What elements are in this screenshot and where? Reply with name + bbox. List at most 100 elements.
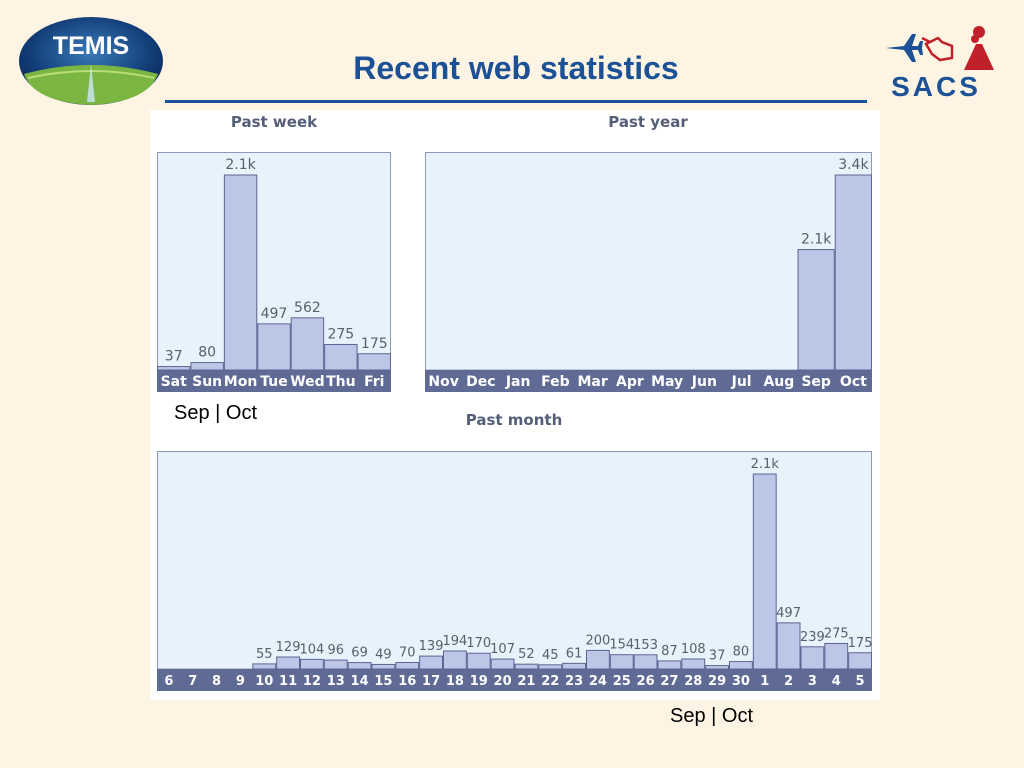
month-bar <box>609 654 634 670</box>
month-category-label: 30 <box>732 674 750 689</box>
week-bar <box>190 362 224 371</box>
month-value-label: 497 <box>776 606 801 621</box>
month-bar <box>633 654 658 670</box>
week-category-label: Thu <box>326 374 355 390</box>
month-category-label: 15 <box>374 674 392 689</box>
week-value-label: 37 <box>165 349 183 365</box>
week-bar <box>357 353 391 371</box>
week-category-label: Mon <box>224 374 258 390</box>
month-value-label: 107 <box>490 642 515 657</box>
month-bar <box>776 622 801 670</box>
month-category-label: 27 <box>660 674 678 689</box>
year-category-label: Jun <box>691 374 717 390</box>
volcano-icon <box>964 26 994 70</box>
year-bar <box>797 249 835 371</box>
week-value-label: 175 <box>361 336 388 352</box>
month-category-label: 12 <box>303 674 321 689</box>
week-value-label: 275 <box>327 326 354 342</box>
week-chart: 37 Sat 80 Sun 2.1k Mon 497 Tue 562 Wed 275 Thu 175 Fr… <box>157 152 391 392</box>
month-bar <box>443 650 467 670</box>
month-value-label: 37 <box>709 649 726 664</box>
month-category-label: 20 <box>494 674 512 689</box>
page-title: Recent web statistics <box>353 50 679 86</box>
month-category-label: 14 <box>351 674 369 689</box>
year-chart-title: Past year <box>608 113 688 131</box>
year-bar <box>834 174 872 371</box>
sacs-logo: SACS <box>886 26 994 100</box>
month-category-label: 26 <box>637 674 655 689</box>
month-bar <box>729 661 753 670</box>
temis-logo-text: TEMIS <box>53 32 129 60</box>
month-category-label: 16 <box>398 674 416 689</box>
year-category-label: Feb <box>541 374 570 390</box>
month-category-label: 18 <box>446 674 464 689</box>
week-bar <box>257 323 291 371</box>
month-chart: 6 7 8 9551012911104129613691449157016139171… <box>157 451 872 691</box>
year-category-label: Nov <box>428 374 458 390</box>
year-value-label: 3.4k <box>838 157 869 173</box>
month-bar <box>419 655 443 670</box>
title-divider <box>165 100 867 103</box>
month-value-label: 239 <box>800 630 825 645</box>
month-bar <box>657 660 682 670</box>
week-bar <box>324 343 358 371</box>
airplane-icon <box>886 34 923 62</box>
week-value-label: 80 <box>198 345 216 361</box>
week-period-note: Sep | Oct <box>174 402 258 424</box>
temis-logo: TEMIS <box>19 17 163 105</box>
week-category-label: Sat <box>161 374 188 390</box>
year-plot-area <box>425 152 872 371</box>
month-bar <box>466 652 491 670</box>
month-category-label: 2 <box>784 674 793 689</box>
week-value-label: 562 <box>294 300 321 316</box>
month-bar <box>300 658 324 670</box>
month-bar <box>347 662 372 670</box>
week-category-label: Tue <box>260 374 287 390</box>
month-category-label: 21 <box>517 674 535 689</box>
month-value-label: 108 <box>681 642 706 657</box>
year-category-label: May <box>651 374 683 390</box>
month-category-label: 29 <box>708 674 726 689</box>
month-value-label: 153 <box>633 638 658 653</box>
week-value-label: 497 <box>261 306 288 322</box>
year-category-label: Mar <box>577 374 607 390</box>
month-bar <box>514 663 539 670</box>
month-value-label: 70 <box>399 646 416 661</box>
week-bar <box>223 174 258 371</box>
year-category-label: Oct <box>840 374 867 390</box>
month-category-label: 7 <box>188 674 197 689</box>
year-label-band <box>425 370 872 392</box>
month-bar <box>538 664 563 670</box>
month-bar <box>586 649 610 670</box>
month-bar <box>800 646 825 670</box>
month-category-label: 23 <box>565 674 583 689</box>
month-category-label: 1 <box>760 674 769 689</box>
month-value-label: 52 <box>518 647 535 662</box>
year-category-label: Jul <box>731 374 752 390</box>
month-value-label: 139 <box>419 639 444 654</box>
week-bar <box>290 317 325 371</box>
month-label-band <box>157 669 872 691</box>
month-category-label: 11 <box>279 674 297 689</box>
month-value-label: 194 <box>443 634 468 649</box>
year-category-label: Apr <box>616 374 644 390</box>
month-value-label: 170 <box>466 636 491 651</box>
month-value-label: 45 <box>542 648 559 663</box>
month-bar <box>252 663 277 670</box>
month-category-label: 17 <box>422 674 440 689</box>
month-category-label: 28 <box>684 674 702 689</box>
week-chart-title: Past week <box>230 113 318 131</box>
week-category-label: Sun <box>192 374 222 390</box>
month-bar <box>371 663 396 670</box>
month-period-note: Sep | Oct <box>670 705 754 727</box>
month-category-label: 9 <box>236 674 245 689</box>
week-value-label: 2.1k <box>225 157 256 173</box>
month-chart-title: Past month <box>465 411 563 429</box>
month-bar <box>705 665 730 670</box>
month-value-label: 55 <box>256 647 273 662</box>
month-bar <box>752 473 777 670</box>
month-value-label: 2.1k <box>751 457 780 472</box>
pointing-hand-icon <box>921 36 954 62</box>
month-value-label: 69 <box>351 646 368 661</box>
month-value-label: 104 <box>300 642 325 657</box>
